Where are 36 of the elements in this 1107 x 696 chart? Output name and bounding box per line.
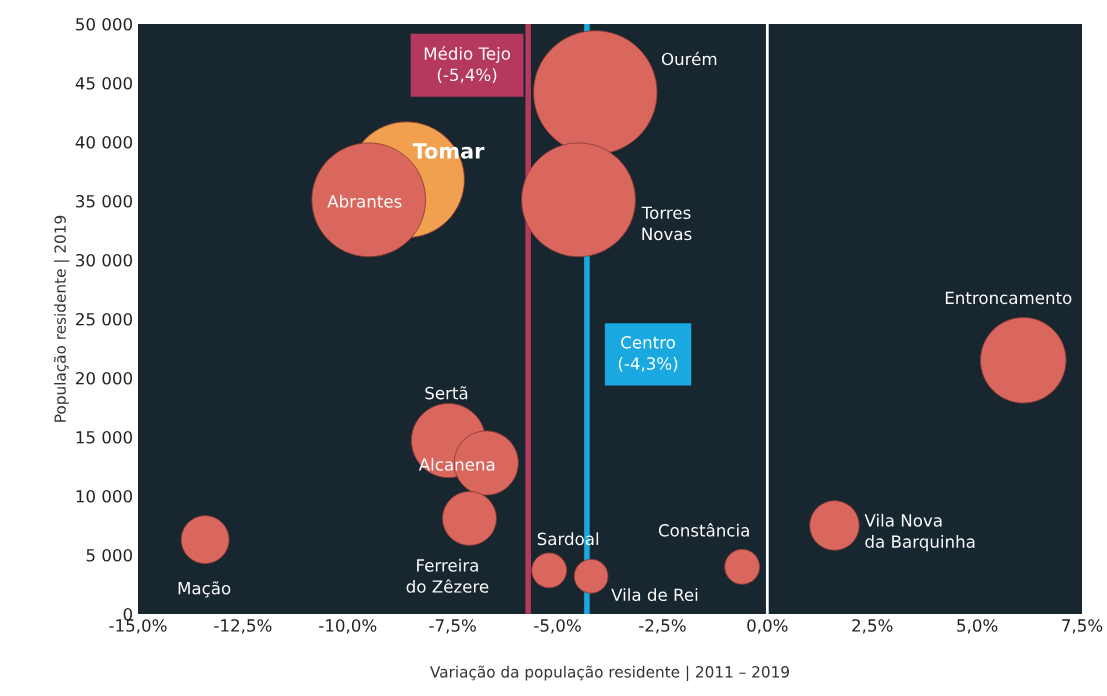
y-tick-label: 5 000 [86, 548, 133, 562]
x-tick-label: -15,0% [109, 619, 167, 634]
series-label: Abrantes [327, 194, 402, 208]
series-label: Alcanena [418, 457, 495, 471]
y-tick-label: 40 000 [75, 135, 133, 149]
x-tick-label: -2,5% [639, 619, 686, 634]
x-tick-label: -7,5% [429, 619, 476, 634]
x-tick-label: -10,0% [319, 619, 377, 634]
y-axis-title: População residente | 2019 [53, 215, 70, 422]
ref-line-label: Centro (-4,3%) [618, 336, 678, 372]
y-tick-label: 30 000 [76, 253, 133, 267]
series-label: Vila de Rei [611, 588, 698, 602]
x-tick-label: 2,5% [852, 619, 893, 634]
y-tick-label: 25 000 [76, 312, 133, 326]
series-label: Ourém [661, 51, 717, 66]
x-tick-label: 5,0% [957, 619, 998, 634]
x-tick-label: -12,5% [214, 619, 272, 634]
series-label: Sertã [425, 386, 468, 400]
series-label: Mação [178, 581, 231, 598]
y-tick-label: 0 [123, 607, 133, 621]
x-tick-label: -5,0% [534, 619, 581, 634]
ref-line-label: Médio Tejo (-5,4%) [424, 46, 511, 84]
y-tick-label: 35 000 [76, 194, 133, 208]
y-tick-label: 45 000 [75, 76, 133, 90]
series-label: Ferreira do Zêzere [406, 558, 489, 593]
y-tick-label: 15 000 [76, 430, 133, 444]
series-label: Constância [658, 523, 749, 537]
y-tick-label: 50 000 [76, 17, 133, 31]
x-tick-label: 7,5% [1062, 619, 1103, 634]
y-tick-label: 20 000 [76, 371, 133, 385]
series-label: Entroncamento [945, 291, 1072, 305]
y-tick-label: 10 000 [76, 489, 133, 503]
x-axis-title: Variação da população residente | 2011 – 2019 [430, 665, 789, 682]
x-tick-label: 0,0% [747, 619, 788, 634]
series-label: Vila Nova da Barquinha [864, 513, 975, 552]
series-label: Torres Novas [641, 206, 692, 241]
